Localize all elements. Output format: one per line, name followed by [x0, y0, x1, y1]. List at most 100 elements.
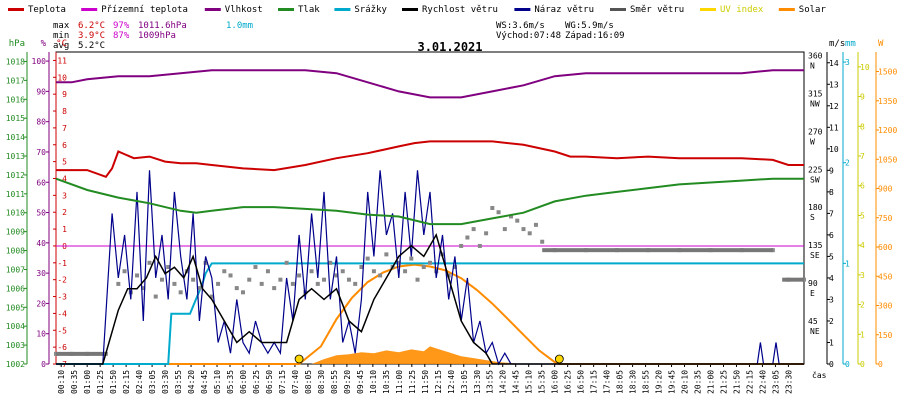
wind-dir-point-62	[477, 243, 482, 248]
axis-label-degc-3: -4	[57, 309, 67, 318]
axis-label-uv-6: 6	[860, 182, 865, 191]
axis-label-ms-5: 5	[829, 252, 834, 261]
x-label-46: 19:20	[655, 370, 664, 394]
wind-dir-point-8	[141, 286, 146, 291]
x-label-33: 13:55	[486, 370, 495, 394]
x-label-14: 06:00	[239, 370, 248, 394]
wind-dir-point-71	[533, 222, 538, 227]
wind-dir-point-14	[178, 290, 183, 295]
wind-dir-point-40	[340, 269, 345, 274]
wind-dir-point-38	[328, 260, 333, 265]
wind-dir-point-20	[216, 281, 221, 286]
legend-label-0: Teplota	[28, 5, 66, 15]
axis-label-mm-0: 0	[845, 360, 850, 369]
wind-dir-point-44	[365, 256, 370, 261]
axis-label-hpa-10: 1012	[6, 171, 25, 180]
axis-label-w-5: 750	[878, 214, 893, 223]
sun-marker-0	[294, 354, 304, 364]
axis-label-degc-4: -3	[57, 293, 67, 302]
axis-label-ms-2: 2	[829, 317, 834, 326]
series-solar-measured	[56, 346, 804, 364]
dir-deg-4: 180	[808, 203, 823, 212]
stats-wind-wg: WG:5.9m/s	[565, 21, 614, 31]
x-label-52: 21:50	[732, 370, 741, 394]
wind-dir-bar-night	[56, 351, 106, 356]
axis-label-hpa-14: 1016	[6, 95, 25, 104]
series-temperature	[56, 140, 804, 178]
series-rain	[56, 262, 804, 365]
axis-label-uv-3: 3	[860, 271, 865, 280]
axis-label-hpa-4: 1006	[6, 284, 25, 293]
wind-dir-point-12	[166, 265, 171, 270]
stats-avg-label: avg	[53, 41, 69, 51]
legend-label-1: Přízemní teplota	[101, 5, 188, 15]
axis-label-degc-9: 2	[62, 208, 67, 217]
dir-lab-2: W	[810, 137, 815, 146]
wind-dir-point-63	[484, 231, 489, 236]
x-label-2: 01:00	[83, 370, 92, 394]
x-label-50: 21:00	[707, 370, 716, 394]
x-label-8: 03:30	[161, 370, 170, 394]
axis-label-pct-3: 30	[36, 269, 46, 278]
axis-label-degc-11: 4	[62, 174, 67, 183]
x-label-9: 03:55	[174, 370, 183, 394]
axis-label-uv-4: 4	[860, 241, 865, 250]
axis-label-degc-2: -5	[57, 326, 67, 335]
wind-dir-point-9	[147, 260, 152, 265]
wind-dir-point-25	[247, 277, 252, 282]
x-label-45: 18:55	[642, 370, 651, 394]
axis-label-hpa-0: 1002	[6, 360, 25, 369]
x-axis-label: čas	[812, 370, 827, 380]
axis-label-w-9: 1350	[878, 97, 897, 106]
axis-label-ms-13: 13	[829, 80, 839, 89]
wind-dir-point-23	[234, 286, 239, 291]
axis-label-mm-3: 3	[845, 58, 850, 67]
wind-dir-point-46	[378, 273, 383, 278]
wind-dir-point-67	[509, 214, 514, 219]
x-label-4: 01:50	[109, 370, 118, 394]
x-label-53: 22:15	[745, 370, 754, 394]
dir-lab-3: SW	[810, 175, 820, 184]
axis-unit-pct: %	[41, 39, 47, 49]
stats-min-temp: 3.9°C	[78, 31, 105, 41]
axis-unit-mm: mm	[845, 39, 856, 49]
x-label-28: 11:50	[421, 370, 430, 394]
dir-lab-1: NW	[810, 99, 820, 108]
wind-dir-point-11	[159, 277, 164, 282]
dir-deg-0: 360	[808, 51, 823, 60]
axis-label-ms-7: 7	[829, 209, 834, 218]
x-label-11: 04:45	[200, 370, 209, 394]
wind-dir-point-26	[253, 265, 258, 270]
axis-label-hpa-13: 1015	[6, 114, 25, 123]
axis-label-hpa-5: 1007	[6, 265, 25, 274]
axis-label-degc-16: 9	[62, 90, 67, 99]
x-label-36: 15:10	[525, 370, 534, 394]
dir-lab-4: S	[810, 213, 815, 222]
series-wind-gust	[56, 170, 804, 366]
axis-label-uv-2: 2	[860, 301, 865, 310]
axis-label-mm-1: 1	[845, 259, 850, 268]
dir-deg-1: 315	[808, 89, 823, 98]
stats-min-hum: 87%	[113, 31, 130, 41]
axis-label-uv-7: 7	[860, 152, 865, 161]
axis-label-degc-18: 11	[57, 56, 67, 65]
x-label-32: 13:30	[473, 370, 482, 394]
axis-label-ms-0: 0	[829, 360, 834, 369]
dir-deg-2: 270	[808, 127, 823, 136]
axis-unit-w: W	[878, 39, 884, 49]
x-label-37: 15:35	[538, 370, 547, 394]
axis-label-w-7: 1050	[878, 155, 897, 164]
x-label-48: 20:10	[681, 370, 690, 394]
wind-dir-point-45	[371, 269, 376, 274]
legend-label-5: Rychlost větru	[422, 5, 498, 15]
wind-dir-point-61	[471, 227, 476, 232]
wind-dir-point-32	[290, 281, 295, 286]
wind-dir-point-53	[421, 265, 426, 270]
axis-label-pct-1: 10	[36, 330, 46, 339]
wind-dir-point-28	[265, 269, 270, 274]
x-label-13: 05:35	[226, 370, 235, 394]
wind-dir-point-50	[403, 269, 408, 274]
series-wind-speed	[56, 233, 804, 365]
wind-dir-point-36	[315, 281, 320, 286]
